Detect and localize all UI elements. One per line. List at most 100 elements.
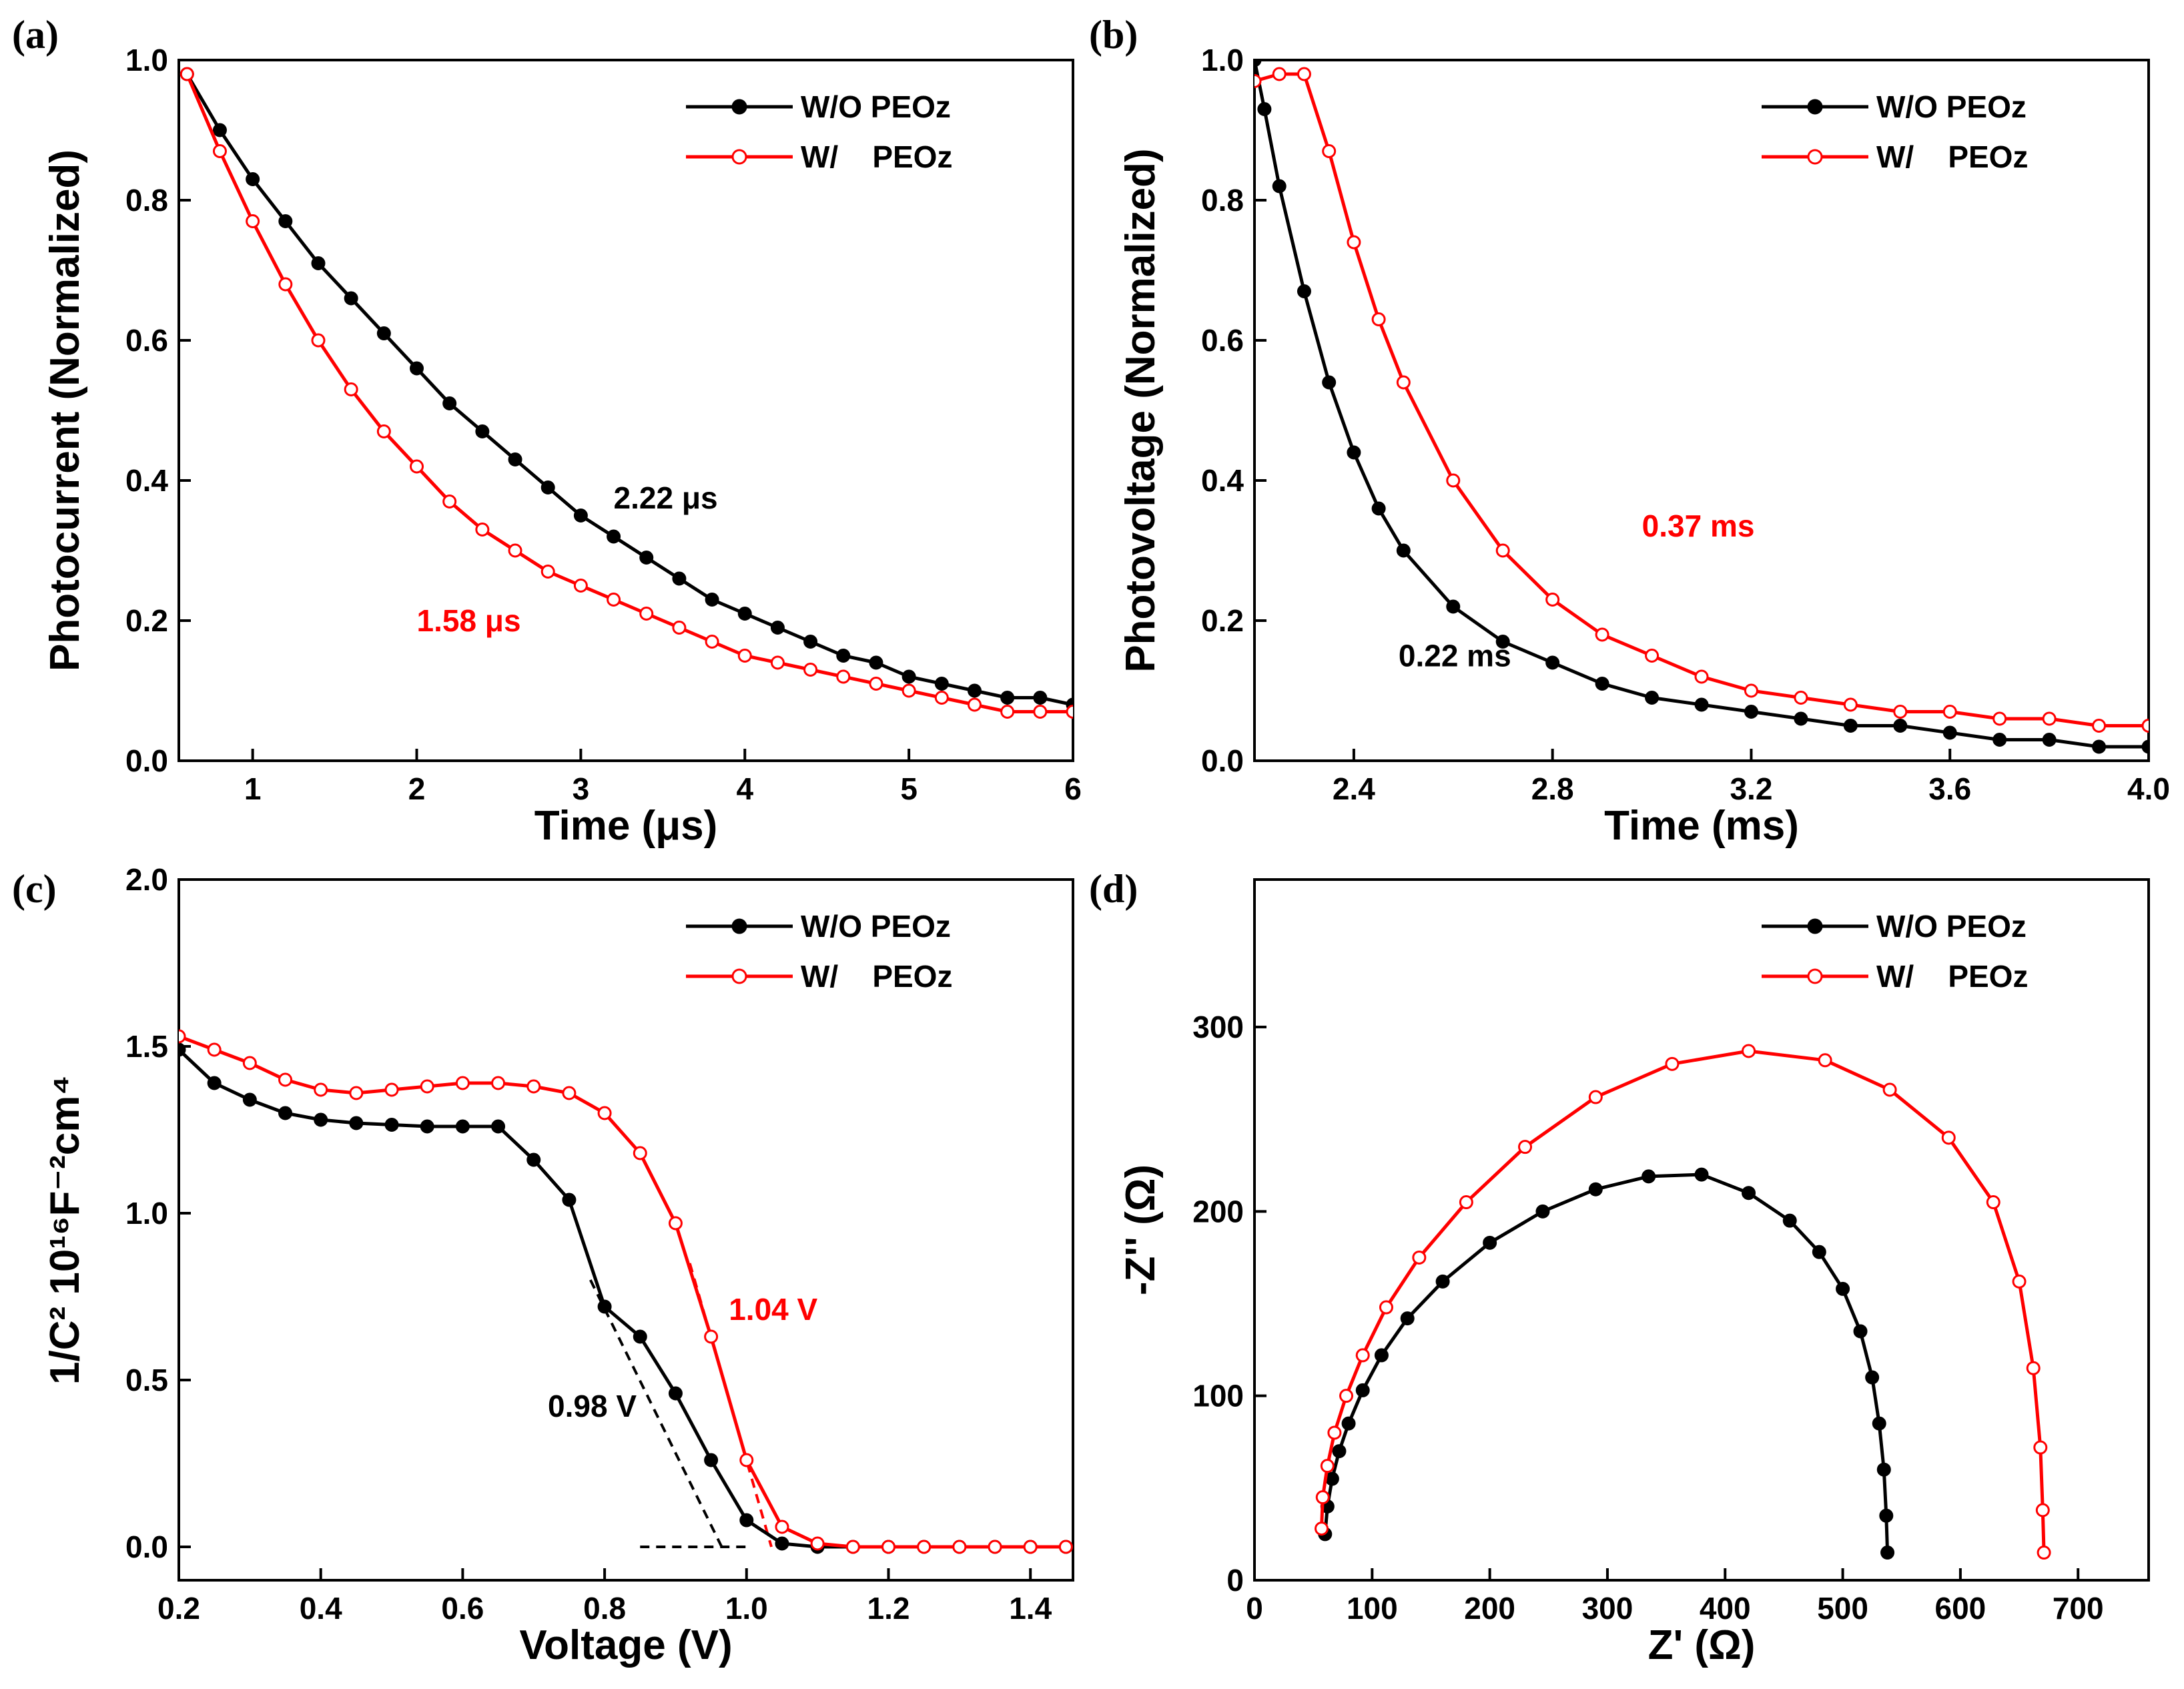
- data-point: [1254, 74, 1262, 88]
- data-point: [597, 1106, 612, 1120]
- legend-marker: [731, 918, 747, 934]
- panel-letter: (d): [1089, 867, 1138, 911]
- y-tick-label: 1.0: [1201, 43, 1244, 77]
- data-point: [1396, 543, 1411, 558]
- legend-marker: [731, 99, 747, 115]
- x-tick-label: 5: [900, 771, 918, 806]
- x-tick-label: 0.4: [300, 1591, 342, 1626]
- data-point: [869, 655, 883, 670]
- data-point: [1545, 593, 1560, 607]
- data-point: [1843, 697, 1858, 712]
- data-point: [1325, 1471, 1339, 1486]
- data-point: [1374, 1348, 1389, 1363]
- panel-letter: (a): [12, 13, 59, 57]
- data-point: [1812, 1245, 1826, 1259]
- data-point: [845, 1540, 860, 1554]
- data-point: [2012, 1274, 2027, 1289]
- data-point: [1379, 1300, 1393, 1315]
- annotation-label: 0.37 ms: [1642, 509, 1755, 543]
- x-tick-label: 3.6: [1928, 771, 1971, 806]
- data-point: [1347, 235, 1361, 250]
- x-tick-label: 1.0: [725, 1591, 768, 1626]
- data-point: [1272, 179, 1287, 194]
- data-point: [1396, 375, 1411, 390]
- series-line: [185, 73, 1073, 713]
- data-point: [1347, 445, 1361, 460]
- x-axis-title: Voltage (V): [519, 1622, 732, 1668]
- data-point: [1992, 711, 2007, 726]
- data-point: [1371, 312, 1386, 326]
- data-point: [934, 691, 949, 705]
- data-point: [278, 214, 293, 228]
- y-tick-label: 0.8: [1201, 183, 1244, 218]
- y-tick-label: 0.6: [1201, 323, 1244, 358]
- data-point: [475, 424, 490, 438]
- data-point: [1992, 733, 2007, 747]
- data-point: [1942, 705, 1957, 719]
- data-point: [1400, 1311, 1415, 1326]
- data-point: [1332, 1444, 1347, 1459]
- data-point: [573, 579, 588, 593]
- plot-frame: [1253, 878, 2150, 1582]
- data-point: [491, 1076, 506, 1090]
- data-point: [1872, 1416, 1886, 1431]
- legend-label: W/O PEOz: [1876, 909, 2027, 944]
- y-tick-label: 1.0: [125, 1196, 168, 1231]
- data-point: [410, 459, 424, 474]
- data-point: [508, 452, 522, 466]
- data-point: [1879, 1508, 1894, 1523]
- y-tick-label: 0.6: [125, 323, 168, 358]
- data-point: [1645, 649, 1660, 663]
- data-point: [1744, 683, 1758, 698]
- data-point: [420, 1079, 434, 1094]
- data-point: [1941, 1130, 1956, 1145]
- x-axis-title: Time (μs): [534, 803, 718, 849]
- y-tick-label: 0.5: [125, 1363, 168, 1397]
- x-tick-label: 100: [1347, 1591, 1398, 1626]
- x-tick-label: 1.4: [1009, 1591, 1052, 1626]
- y-axis-title: -Z'' (Ω): [1118, 1164, 1164, 1295]
- data-point: [1297, 67, 1311, 81]
- data-point: [1694, 1167, 1709, 1182]
- legend-label: W/O PEOz: [1876, 89, 2027, 124]
- data-point: [607, 529, 621, 544]
- data-point: [1297, 284, 1311, 298]
- legend-marker: [1807, 968, 1823, 984]
- x-tick-label: 2.8: [1531, 771, 1574, 806]
- data-point: [540, 480, 555, 494]
- data-point: [639, 551, 654, 565]
- data-point: [2037, 1546, 2051, 1560]
- data-point: [668, 1386, 683, 1401]
- x-tick-label: 500: [1817, 1591, 1868, 1626]
- data-point: [1865, 1370, 1880, 1385]
- data-point: [1818, 1053, 1832, 1068]
- panel-a: (a) 1 2 3 4 5 6 0.0 0.2 0.4 0.6 0.8 1.0 Time (μs) Phot…: [12, 13, 1082, 849]
- legend-marker: [731, 968, 747, 984]
- y-tick-label: 0.2: [125, 603, 168, 638]
- data-point: [639, 607, 654, 621]
- data-point: [1435, 1274, 1450, 1289]
- y-tick-label: 200: [1192, 1194, 1244, 1229]
- data-point: [212, 144, 227, 158]
- y-axis-title: Photovoltage (Normalized): [1118, 148, 1164, 672]
- data-point: [246, 214, 260, 228]
- data-point: [1000, 705, 1015, 719]
- x-tick-label: 0.8: [583, 1591, 626, 1626]
- data-point: [1459, 1195, 1473, 1210]
- data-point: [311, 256, 326, 270]
- data-point: [207, 1076, 222, 1090]
- data-point: [1742, 1186, 1756, 1201]
- annotation-label: 0.98 V: [548, 1389, 637, 1423]
- data-point: [1320, 1459, 1335, 1473]
- data-point: [384, 1082, 399, 1097]
- series-line: [179, 1048, 1066, 1549]
- data-point: [1893, 705, 1908, 719]
- data-point: [967, 683, 982, 698]
- data-point: [1642, 1169, 1656, 1184]
- data-point: [442, 396, 457, 410]
- x-tick-label: 1.2: [867, 1591, 910, 1626]
- data-point: [739, 1453, 754, 1467]
- data-point: [179, 1042, 186, 1057]
- data-point: [1595, 677, 1609, 691]
